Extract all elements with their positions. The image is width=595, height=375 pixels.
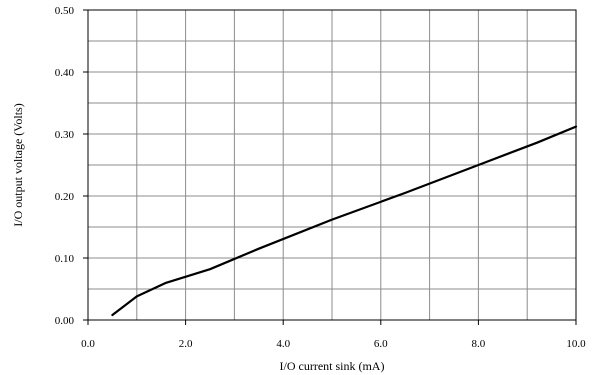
x-tick-label: 0.0	[81, 338, 95, 350]
y-axis-label: I/O output voltage (Volts)	[11, 103, 25, 226]
y-tick-label: 0.10	[55, 253, 75, 265]
axis-ticks	[83, 9, 577, 325]
x-tick-label: 8.0	[472, 338, 486, 350]
y-tick-label: 0.00	[55, 315, 75, 327]
y-tick-label: 0.50	[55, 5, 75, 17]
x-tick-label: 6.0	[374, 338, 388, 350]
x-tick-label: 10.0	[566, 338, 586, 350]
series-line-0	[111, 125, 578, 317]
series-layer	[111, 125, 578, 317]
x-tick-label: 2.0	[179, 338, 193, 350]
plot-frame	[87, 9, 577, 321]
grid	[88, 10, 576, 320]
y-tick-label: 0.20	[55, 191, 75, 203]
x-tick-label: 4.0	[276, 338, 290, 350]
y-tick-label: 0.40	[55, 67, 75, 79]
x-axis-label: I/O current sink (mA)	[280, 359, 385, 373]
tick-labels: 0.00 0.10 0.20 0.30 0.40 0.50 0.0 2.0 4.0 6.0 8.0 1…	[55, 5, 586, 350]
y-tick-label: 0.30	[55, 129, 75, 141]
